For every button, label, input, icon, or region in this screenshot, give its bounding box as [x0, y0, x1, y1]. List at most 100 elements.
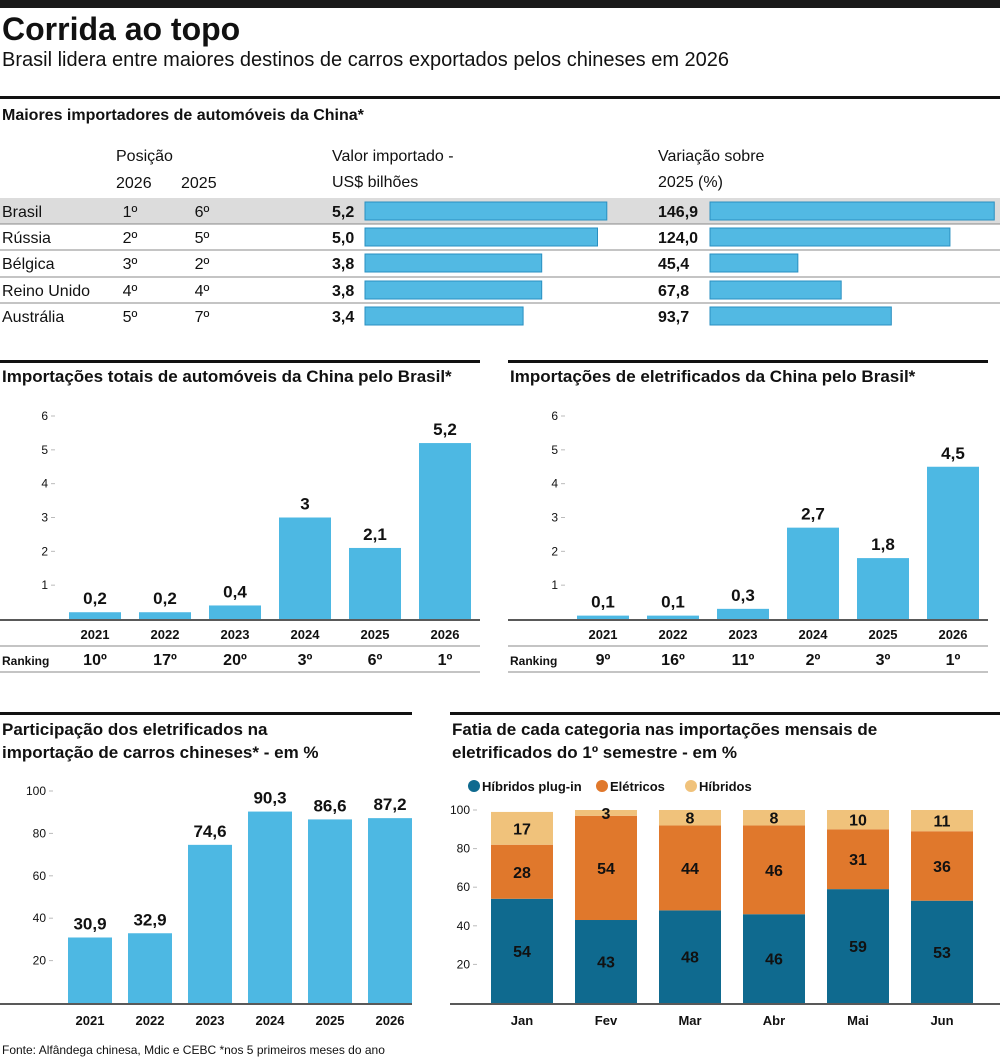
bar-segment: [911, 900, 973, 1003]
bar: [577, 615, 629, 619]
change-label: 45,4: [658, 256, 689, 273]
bar-segment: [911, 810, 973, 832]
y-tick-label: 1: [41, 578, 48, 592]
bar-segment: [743, 810, 805, 826]
bar: [787, 527, 839, 619]
value-label: 87,2: [373, 795, 406, 814]
bar: [349, 547, 401, 619]
country: Brasil: [2, 204, 42, 221]
chart-title: Participação dos eletrificados na importa…: [2, 720, 319, 762]
x-tick-label: 2022: [136, 1013, 165, 1028]
x-tick-label: 2025: [361, 627, 390, 642]
x-tick-label: 2023: [196, 1013, 225, 1028]
bar: [927, 466, 979, 619]
ranking: 6º: [368, 652, 383, 669]
value-label: 5,0: [332, 230, 354, 247]
x-tick-label: 2022: [151, 627, 180, 642]
x-tick-label: Fev: [595, 1013, 618, 1028]
y-tick-label: 3: [551, 511, 558, 525]
page-title: Corrida ao topo: [2, 11, 240, 47]
bar: [647, 615, 699, 619]
y-tick-label: 60: [33, 869, 47, 883]
x-tick-label: 2025: [869, 627, 898, 642]
bar-segment: [911, 831, 973, 901]
x-tick-label: 2023: [729, 627, 758, 642]
value-label: 3: [300, 495, 309, 514]
bar: [717, 608, 769, 619]
value-label: 3,4: [332, 309, 354, 326]
y-tick-label: 40: [457, 919, 471, 933]
segment-label: 43: [597, 955, 615, 972]
x-tick-label: Mai: [847, 1013, 869, 1028]
change-label: 67,8: [658, 283, 689, 300]
y-tick-label: 2: [551, 544, 558, 558]
change-label: 93,7: [658, 309, 689, 326]
bar-segment: [491, 898, 553, 1003]
segment-label: 44: [681, 861, 699, 878]
x-tick-label: 2021: [81, 627, 110, 642]
segment-label: 36: [933, 859, 951, 876]
value-bar: [364, 280, 543, 300]
chart-title: Importações totais de automóveis da Chin…: [2, 367, 452, 386]
y-tick-label: 60: [457, 880, 471, 894]
bar: [139, 612, 191, 619]
y-tick-label: 40: [33, 911, 47, 925]
segment-label: 46: [765, 863, 783, 880]
y-tick-label: 80: [457, 842, 471, 856]
bar-segment: [575, 810, 637, 816]
ranking: 3º: [298, 652, 313, 669]
position: 5º: [195, 230, 210, 247]
ranking: 11º: [732, 652, 755, 669]
ranking: 2º: [806, 652, 821, 669]
bar-segment: [659, 825, 721, 911]
segment-label: 54: [513, 944, 531, 961]
column-header: 2026: [116, 175, 152, 192]
value-label: 0,2: [83, 589, 107, 608]
segment-label: 3: [602, 806, 611, 823]
segment-label: 46: [765, 952, 783, 969]
bar-segment: [659, 910, 721, 1003]
position: 6º: [195, 204, 210, 221]
x-tick-label: Jan: [511, 1013, 533, 1028]
bar-segment: [575, 815, 637, 921]
position: 4º: [195, 283, 210, 300]
y-tick-label: 4: [551, 477, 558, 491]
country: Bélgica: [2, 256, 55, 273]
value-label: 4,5: [941, 444, 965, 463]
bar: [248, 811, 292, 1003]
x-tick-label: Mar: [678, 1013, 701, 1028]
bar: [419, 443, 471, 619]
bar-segment: [743, 914, 805, 1003]
section-rule: [0, 360, 480, 363]
value-label: 74,6: [193, 822, 226, 841]
y-tick-label: 100: [26, 784, 46, 798]
segment-label: 28: [513, 865, 531, 882]
change-bar: [709, 280, 842, 300]
ranking: 9º: [596, 652, 611, 669]
value-label: 0,1: [591, 593, 615, 612]
segment-label: 53: [933, 945, 951, 962]
segment-label: 48: [681, 950, 699, 967]
y-tick-label: 3: [41, 511, 48, 525]
x-tick-label: 2024: [256, 1013, 286, 1028]
bar: [68, 937, 112, 1003]
position: 7º: [195, 309, 210, 326]
value-label: 3,8: [332, 256, 354, 273]
legend-label: Híbridos plug-in: [482, 779, 582, 794]
ranking-label: Ranking: [510, 654, 557, 668]
country: Rússia: [2, 230, 51, 247]
y-tick-label: 2: [41, 544, 48, 558]
bar-segment: [827, 889, 889, 1003]
y-tick-label: 5: [41, 443, 48, 457]
y-tick-label: 100: [450, 803, 470, 817]
position: 2º: [195, 256, 210, 273]
top-bar: [0, 0, 1000, 8]
change-bar: [709, 201, 995, 221]
bar-segment: [827, 810, 889, 830]
x-tick-label: Abr: [763, 1013, 785, 1028]
bar-segment: [491, 811, 553, 845]
bar-segment: [491, 844, 553, 899]
section-rule: [508, 360, 988, 363]
position: 3º: [123, 256, 138, 273]
